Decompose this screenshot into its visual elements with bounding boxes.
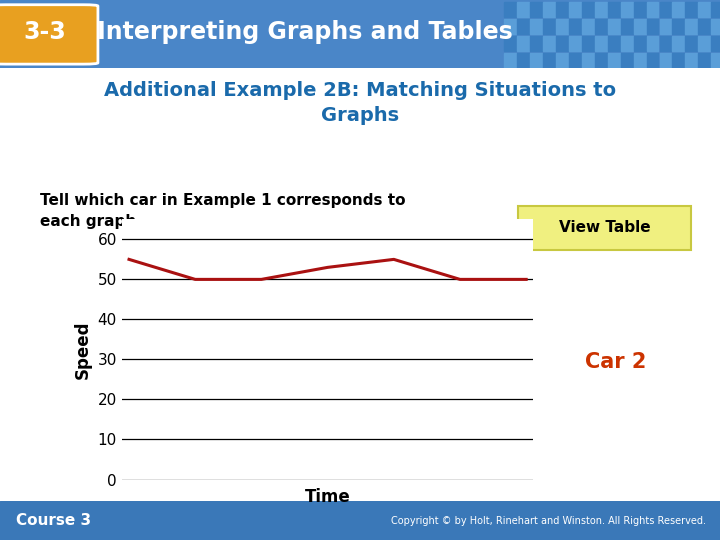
Bar (660, 19, 672, 33)
Text: Car 2: Car 2 (585, 353, 647, 373)
Bar (647, 52, 659, 68)
Bar (530, 52, 542, 68)
Bar (621, 36, 633, 51)
Bar (711, 52, 720, 68)
FancyBboxPatch shape (0, 5, 98, 64)
Bar (672, 2, 685, 17)
Bar (660, 36, 672, 51)
Text: 3-3: 3-3 (23, 21, 66, 44)
Bar (608, 2, 620, 17)
Text: Copyright © by Holt, Rinehart and Winston. All Rights Reserved.: Copyright © by Holt, Rinehart and Winsto… (391, 516, 706, 525)
Bar (595, 2, 607, 17)
Bar (504, 52, 516, 68)
Bar (517, 36, 529, 51)
Bar (595, 19, 607, 33)
Text: View Table: View Table (559, 220, 651, 235)
FancyBboxPatch shape (518, 206, 691, 249)
Bar (672, 36, 685, 51)
Bar (685, 2, 698, 17)
Bar (685, 52, 698, 68)
Bar (517, 52, 529, 68)
Text: Course 3: Course 3 (16, 513, 91, 528)
Bar (647, 19, 659, 33)
Bar (621, 52, 633, 68)
Bar (556, 36, 568, 51)
Bar (608, 19, 620, 33)
Bar (582, 19, 594, 33)
Bar (608, 52, 620, 68)
Bar (672, 19, 685, 33)
Text: Interpreting Graphs and Tables: Interpreting Graphs and Tables (97, 21, 513, 44)
Bar (698, 52, 711, 68)
Bar (685, 36, 698, 51)
Bar (634, 19, 646, 33)
Bar (504, 36, 516, 51)
Bar (543, 19, 555, 33)
Bar (569, 52, 581, 68)
Bar (530, 19, 542, 33)
Bar (543, 2, 555, 17)
Bar (556, 2, 568, 17)
Bar (621, 2, 633, 17)
Bar (634, 36, 646, 51)
X-axis label: Time: Time (305, 488, 351, 506)
Bar (660, 52, 672, 68)
Bar (569, 2, 581, 17)
Text: Tell which car in Example 1 corresponds to
each graph.: Tell which car in Example 1 corresponds … (40, 193, 405, 230)
Text: Additional Example 2B: Matching Situations to
Graphs: Additional Example 2B: Matching Situatio… (104, 80, 616, 125)
Bar (543, 36, 555, 51)
Y-axis label: Speed: Speed (74, 320, 92, 379)
Bar (647, 36, 659, 51)
Bar (504, 2, 516, 17)
Bar (608, 36, 620, 51)
Bar (621, 19, 633, 33)
Bar (711, 2, 720, 17)
Bar (698, 19, 711, 33)
Bar (543, 52, 555, 68)
Bar (569, 19, 581, 33)
Bar (647, 2, 659, 17)
Bar (711, 36, 720, 51)
Bar (711, 19, 720, 33)
Bar (530, 2, 542, 17)
Bar (634, 2, 646, 17)
Bar (698, 2, 711, 17)
Bar (582, 2, 594, 17)
Bar (517, 19, 529, 33)
Bar (569, 36, 581, 51)
Bar (595, 52, 607, 68)
Bar (556, 19, 568, 33)
Bar (504, 19, 516, 33)
Bar (517, 2, 529, 17)
Bar (582, 52, 594, 68)
Bar (634, 52, 646, 68)
Bar (685, 19, 698, 33)
Bar (582, 36, 594, 51)
Bar (672, 52, 685, 68)
Bar (660, 2, 672, 17)
Bar (556, 52, 568, 68)
Bar (595, 36, 607, 51)
Bar (698, 36, 711, 51)
Bar (530, 36, 542, 51)
